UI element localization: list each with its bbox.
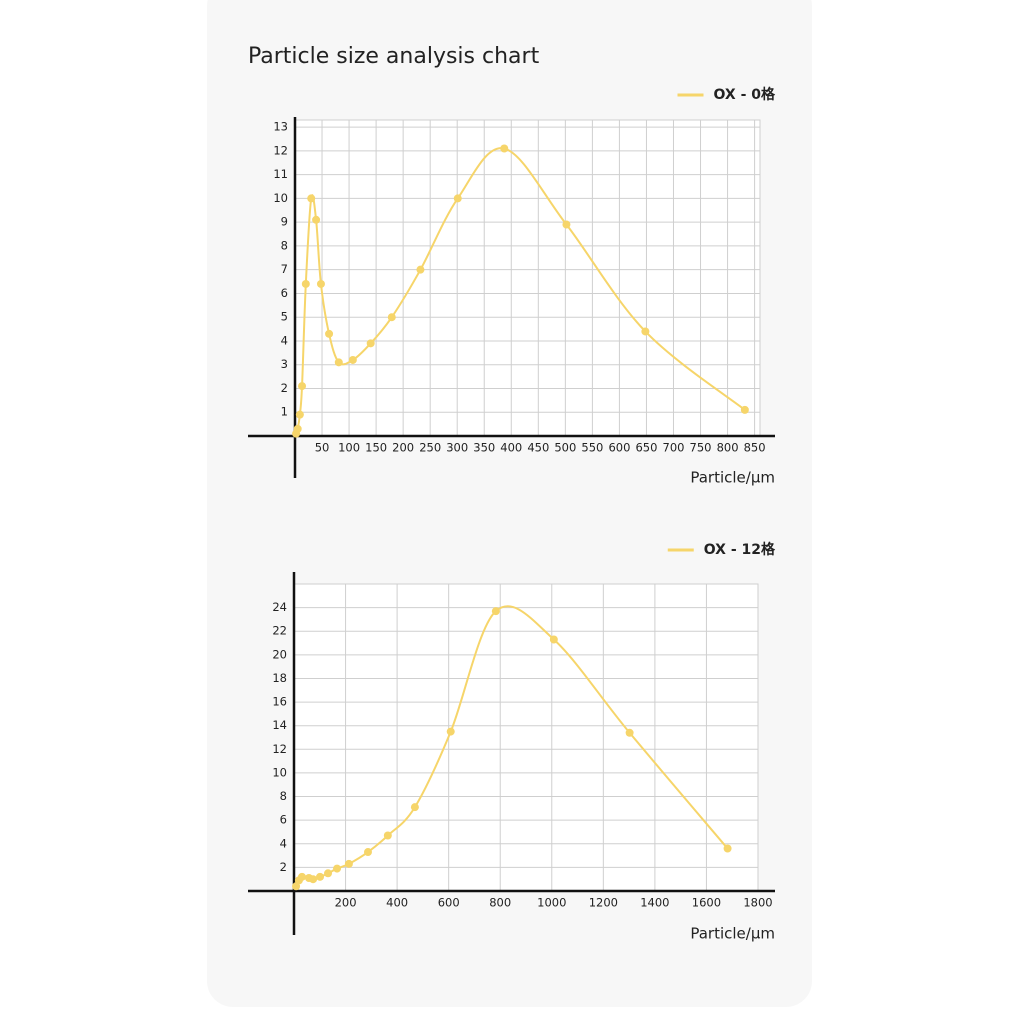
data-point bbox=[344, 859, 353, 868]
data-point bbox=[641, 327, 650, 336]
y-tick-label: 22 bbox=[272, 624, 287, 638]
x-tick-label: 750 bbox=[690, 441, 712, 455]
y-tick-label: 16 bbox=[272, 695, 287, 709]
x-axis-label: Particle/μm bbox=[690, 925, 775, 943]
x-tick-label: 300 bbox=[446, 441, 468, 455]
data-point bbox=[348, 355, 357, 364]
data-point bbox=[316, 872, 325, 881]
x-tick-label: 400 bbox=[386, 896, 408, 910]
x-tick-label: 50 bbox=[315, 441, 330, 455]
data-point bbox=[740, 405, 749, 414]
data-point bbox=[416, 265, 425, 274]
data-point bbox=[334, 358, 343, 367]
plot-frame bbox=[294, 119, 761, 437]
x-axis-label: Particle/μm bbox=[690, 469, 775, 487]
data-point bbox=[453, 194, 462, 203]
data-point bbox=[500, 144, 509, 153]
data-point bbox=[549, 635, 558, 644]
page-title: Particle size analysis chart bbox=[248, 44, 540, 69]
y-tick-label: 12 bbox=[272, 742, 287, 756]
x-tick-label: 1000 bbox=[537, 896, 566, 910]
data-point bbox=[562, 220, 571, 229]
data-point bbox=[297, 872, 306, 881]
data-point bbox=[363, 848, 372, 857]
data-point bbox=[491, 607, 500, 616]
data-point bbox=[316, 279, 325, 288]
x-tick-label: 400 bbox=[500, 441, 522, 455]
data-point bbox=[366, 339, 375, 348]
data-point bbox=[295, 410, 304, 419]
data-point bbox=[387, 313, 396, 322]
x-tick-label: 600 bbox=[438, 896, 460, 910]
y-tick-label: 7 bbox=[281, 262, 288, 276]
x-tick-label: 550 bbox=[581, 441, 603, 455]
x-tick-label: 650 bbox=[635, 441, 657, 455]
x-tick-label: 1400 bbox=[640, 896, 669, 910]
y-tick-label: 2 bbox=[280, 860, 287, 874]
y-tick-label: 10 bbox=[273, 191, 288, 205]
y-tick-label: 12 bbox=[273, 143, 288, 157]
y-tick-label: 24 bbox=[272, 600, 287, 614]
data-point bbox=[333, 864, 342, 873]
x-tick-label: 1600 bbox=[692, 896, 721, 910]
data-point bbox=[625, 728, 634, 737]
y-tick-label: 3 bbox=[281, 357, 288, 371]
y-tick-label: 18 bbox=[272, 671, 287, 685]
x-tick-label: 150 bbox=[365, 441, 387, 455]
data-point bbox=[446, 727, 455, 736]
data-point bbox=[383, 831, 392, 840]
data-point bbox=[307, 194, 316, 203]
y-tick-label: 9 bbox=[281, 215, 288, 229]
x-tick-label: 200 bbox=[392, 441, 414, 455]
data-point bbox=[312, 215, 321, 224]
legend-label: OX - 12格 bbox=[704, 541, 776, 558]
data-point bbox=[325, 329, 334, 338]
y-tick-label: 20 bbox=[272, 647, 287, 661]
x-tick-label: 1200 bbox=[589, 896, 618, 910]
data-point bbox=[309, 875, 318, 884]
x-tick-label: 500 bbox=[554, 441, 576, 455]
data-point bbox=[293, 424, 302, 433]
data-point bbox=[324, 869, 333, 878]
y-tick-label: 2 bbox=[281, 381, 288, 395]
y-tick-label: 1 bbox=[281, 405, 288, 419]
x-tick-label: 200 bbox=[335, 896, 357, 910]
x-tick-label: 250 bbox=[419, 441, 441, 455]
x-tick-label: 800 bbox=[717, 441, 739, 455]
data-point bbox=[298, 382, 307, 391]
y-tick-label: 6 bbox=[280, 813, 287, 827]
x-tick-label: 850 bbox=[744, 441, 766, 455]
legend-label: OX - 0格 bbox=[714, 86, 776, 103]
data-point bbox=[410, 803, 419, 812]
series-line bbox=[295, 147, 746, 434]
y-tick-label: 14 bbox=[272, 718, 287, 732]
data-point bbox=[723, 844, 732, 853]
x-tick-label: 450 bbox=[527, 441, 549, 455]
y-tick-label: 6 bbox=[281, 286, 288, 300]
x-tick-label: 350 bbox=[473, 441, 495, 455]
data-point bbox=[301, 279, 310, 288]
x-tick-label: 800 bbox=[489, 896, 511, 910]
x-tick-label: 100 bbox=[338, 441, 360, 455]
x-tick-label: 600 bbox=[608, 441, 630, 455]
y-tick-label: 8 bbox=[280, 789, 287, 803]
y-tick-label: 11 bbox=[273, 167, 288, 181]
y-tick-label: 8 bbox=[281, 238, 288, 252]
y-tick-label: 5 bbox=[281, 310, 288, 324]
y-tick-label: 4 bbox=[281, 333, 288, 347]
y-tick-label: 13 bbox=[273, 120, 288, 134]
x-tick-label: 700 bbox=[663, 441, 685, 455]
plot-frame bbox=[293, 583, 759, 892]
y-tick-label: 10 bbox=[272, 765, 287, 779]
y-tick-label: 4 bbox=[280, 836, 287, 850]
x-tick-label: 1800 bbox=[743, 896, 772, 910]
